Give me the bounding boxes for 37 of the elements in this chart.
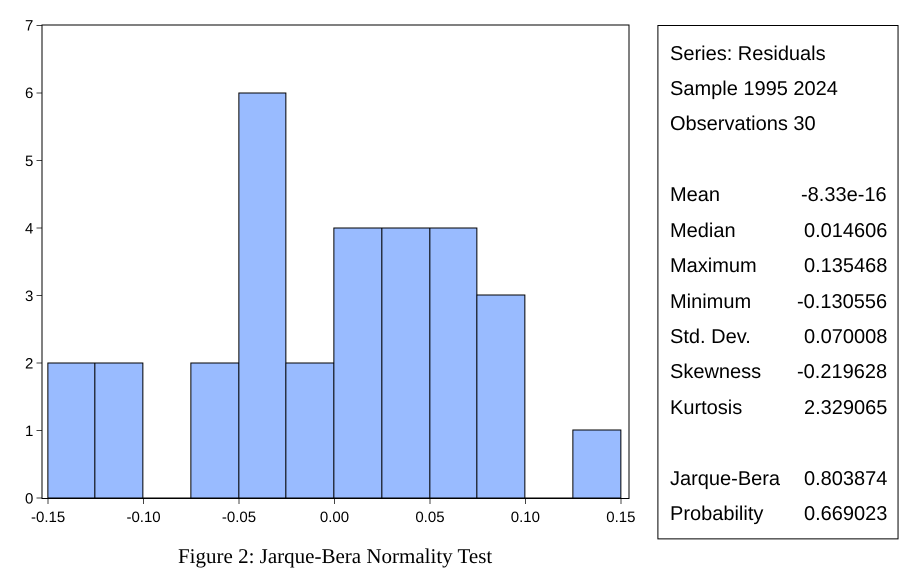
y-tick-label: 7	[25, 18, 34, 35]
text: -8.33e-16	[801, 184, 887, 206]
category-label: Probability	[670, 503, 764, 525]
text: 2.329065	[804, 397, 888, 419]
category-label: Std. Dev.	[670, 326, 751, 348]
category-label: Maximum	[670, 255, 757, 277]
x-tick-label: 0.15	[606, 509, 636, 526]
text: Observations 30	[670, 113, 816, 135]
category-label: Skewness	[670, 361, 762, 383]
text: Figure 2: Jarque-Bera Normality Test	[178, 544, 492, 568]
y-tick-label: 3	[25, 288, 34, 305]
y-tick-label: 5	[25, 152, 34, 170]
text: 0.803874	[804, 468, 888, 490]
text: -0.130556	[797, 291, 888, 313]
x-tick-label: -0.15	[30, 509, 66, 526]
y-tick-label: 1	[25, 422, 34, 440]
text: 0.669023	[804, 503, 888, 525]
x-tick-label: 0.10	[510, 509, 540, 526]
category-label: Median	[670, 220, 736, 242]
x-tick-label: -0.10	[126, 509, 161, 526]
y-tick-label: 2	[25, 355, 34, 372]
category-label: Minimum	[670, 291, 752, 313]
text: 0.135468	[804, 255, 888, 277]
text: 0.014606	[804, 220, 888, 242]
text: Series: Residuals	[670, 43, 826, 65]
x-tick-label: -0.05	[222, 509, 256, 526]
category-label: Mean	[670, 184, 720, 206]
y-tick-label: 4	[25, 220, 34, 238]
text: -0.219628	[797, 361, 888, 383]
text: 0.070008	[804, 326, 888, 348]
category-label: Jarque-Bera	[670, 468, 781, 490]
x-tick-label: 0.05	[415, 509, 445, 526]
category-label: Kurtosis	[670, 397, 742, 419]
y-tick-label: 0	[25, 490, 34, 508]
y-tick-label: 6	[25, 85, 34, 102]
text: Sample 1995 2024	[670, 78, 838, 100]
x-tick-label: 0.00	[320, 509, 350, 526]
